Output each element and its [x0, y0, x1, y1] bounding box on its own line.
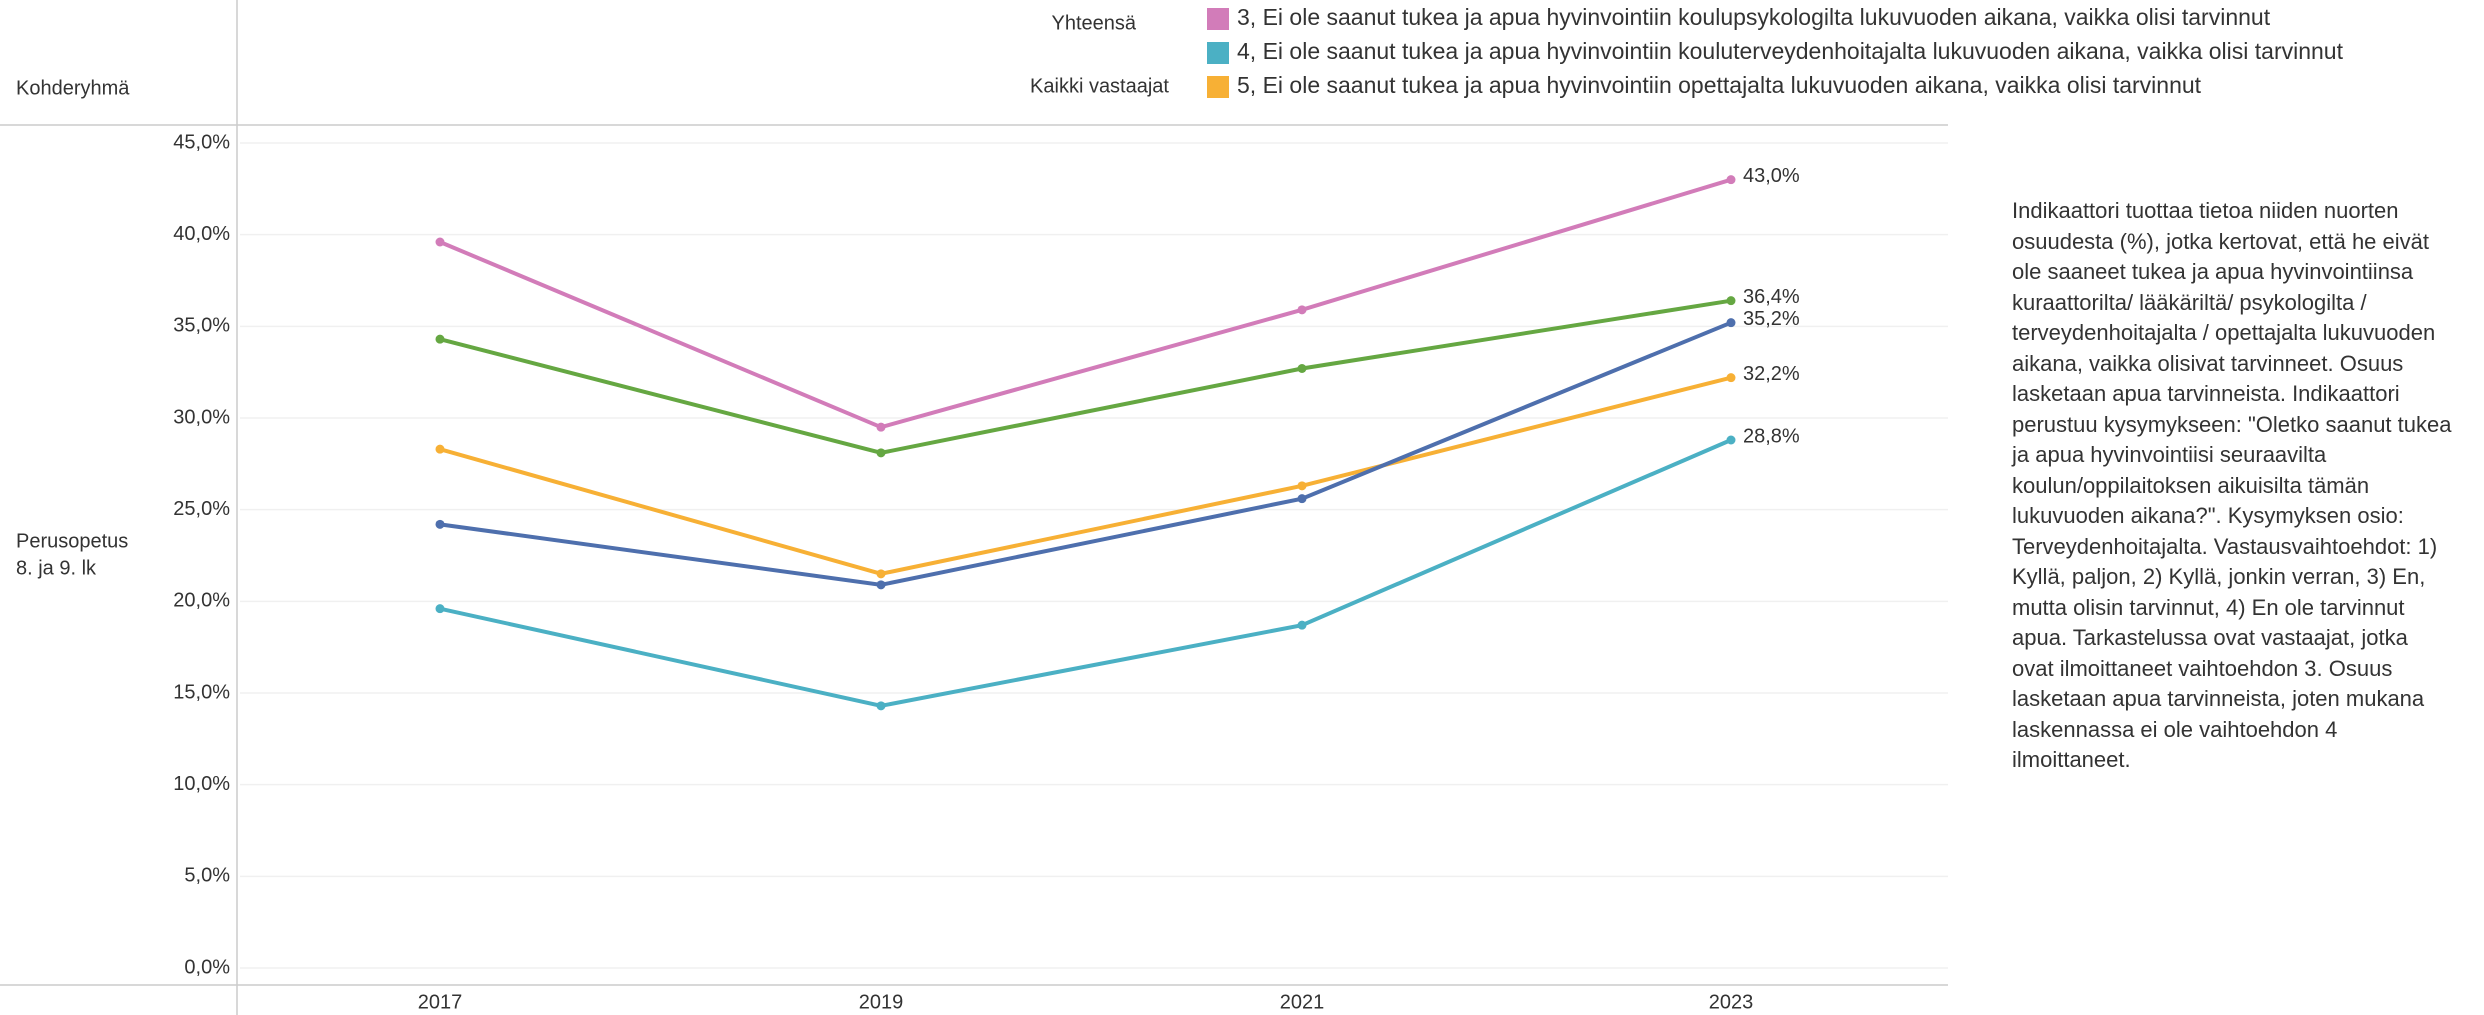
data-point	[1726, 435, 1736, 445]
row-header: Kohderyhmä	[16, 77, 130, 99]
data-point	[1297, 494, 1307, 504]
data-point	[876, 448, 886, 458]
data-point	[1726, 296, 1736, 306]
series-line	[439, 177, 1732, 430]
data-point	[1726, 373, 1736, 383]
legend-entry: 3, Ei ole saanut tukea ja apua hyvinvoin…	[1237, 4, 2271, 30]
legend-swatch	[1207, 76, 1229, 98]
data-point	[435, 334, 445, 344]
data-point	[435, 604, 445, 614]
legend-entry: 5, Ei ole saanut tukea ja apua hyvinvoin…	[1237, 72, 2202, 98]
x-tick-label: 2023	[1709, 991, 1754, 1013]
legend-label: Yhteensä	[1051, 12, 1136, 34]
data-label: 36,4%	[1743, 286, 1800, 308]
data-point	[876, 569, 886, 579]
series-line	[439, 438, 1732, 708]
y-tick-label: 10,0%	[173, 773, 230, 795]
y-tick-label: 25,0%	[173, 498, 230, 520]
y-tick-label: 0,0%	[184, 956, 230, 978]
data-point	[1726, 318, 1736, 328]
y-tick-label: 40,0%	[173, 223, 230, 245]
legend-entry: 4, Ei ole saanut tukea ja apua hyvinvoin…	[1237, 38, 2344, 64]
data-label: 43,0%	[1743, 165, 1800, 187]
series-line	[439, 320, 1732, 587]
description: Indikaattori tuottaa tietoa niiden nuort…	[2012, 198, 2452, 772]
legend-swatch	[1207, 42, 1229, 64]
data-point	[435, 444, 445, 454]
data-label: 32,2%	[1743, 363, 1800, 385]
data-point	[1297, 481, 1307, 491]
data-point	[1297, 620, 1307, 630]
data-point	[876, 580, 886, 590]
legend-label: Kaikki vastaajat	[1030, 75, 1169, 97]
legend-swatch	[1207, 8, 1229, 30]
y-tick-label: 35,0%	[173, 315, 230, 337]
x-tick-label: 2017	[418, 991, 463, 1013]
data-label: 28,8%	[1743, 425, 1800, 447]
data-point	[435, 237, 445, 247]
y-tick-label: 5,0%	[184, 865, 230, 887]
data-point	[876, 701, 886, 711]
data-label: 35,2%	[1743, 308, 1800, 330]
y-tick-label: 30,0%	[173, 406, 230, 428]
y-tick-label: 20,0%	[173, 590, 230, 612]
series-line	[439, 375, 1732, 576]
x-tick-label: 2021	[1280, 991, 1325, 1013]
row-label: Perusopetus	[16, 530, 128, 552]
x-tick-label: 2019	[859, 991, 904, 1013]
y-tick-label: 15,0%	[173, 681, 230, 703]
data-point	[1297, 364, 1307, 373]
data-point	[876, 422, 886, 432]
row-label: 8. ja 9. lk	[16, 557, 97, 579]
series-line	[439, 298, 1732, 455]
data-point	[435, 519, 445, 529]
y-tick-label: 45,0%	[173, 131, 230, 153]
data-point	[1297, 305, 1307, 315]
data-point	[1726, 175, 1736, 185]
